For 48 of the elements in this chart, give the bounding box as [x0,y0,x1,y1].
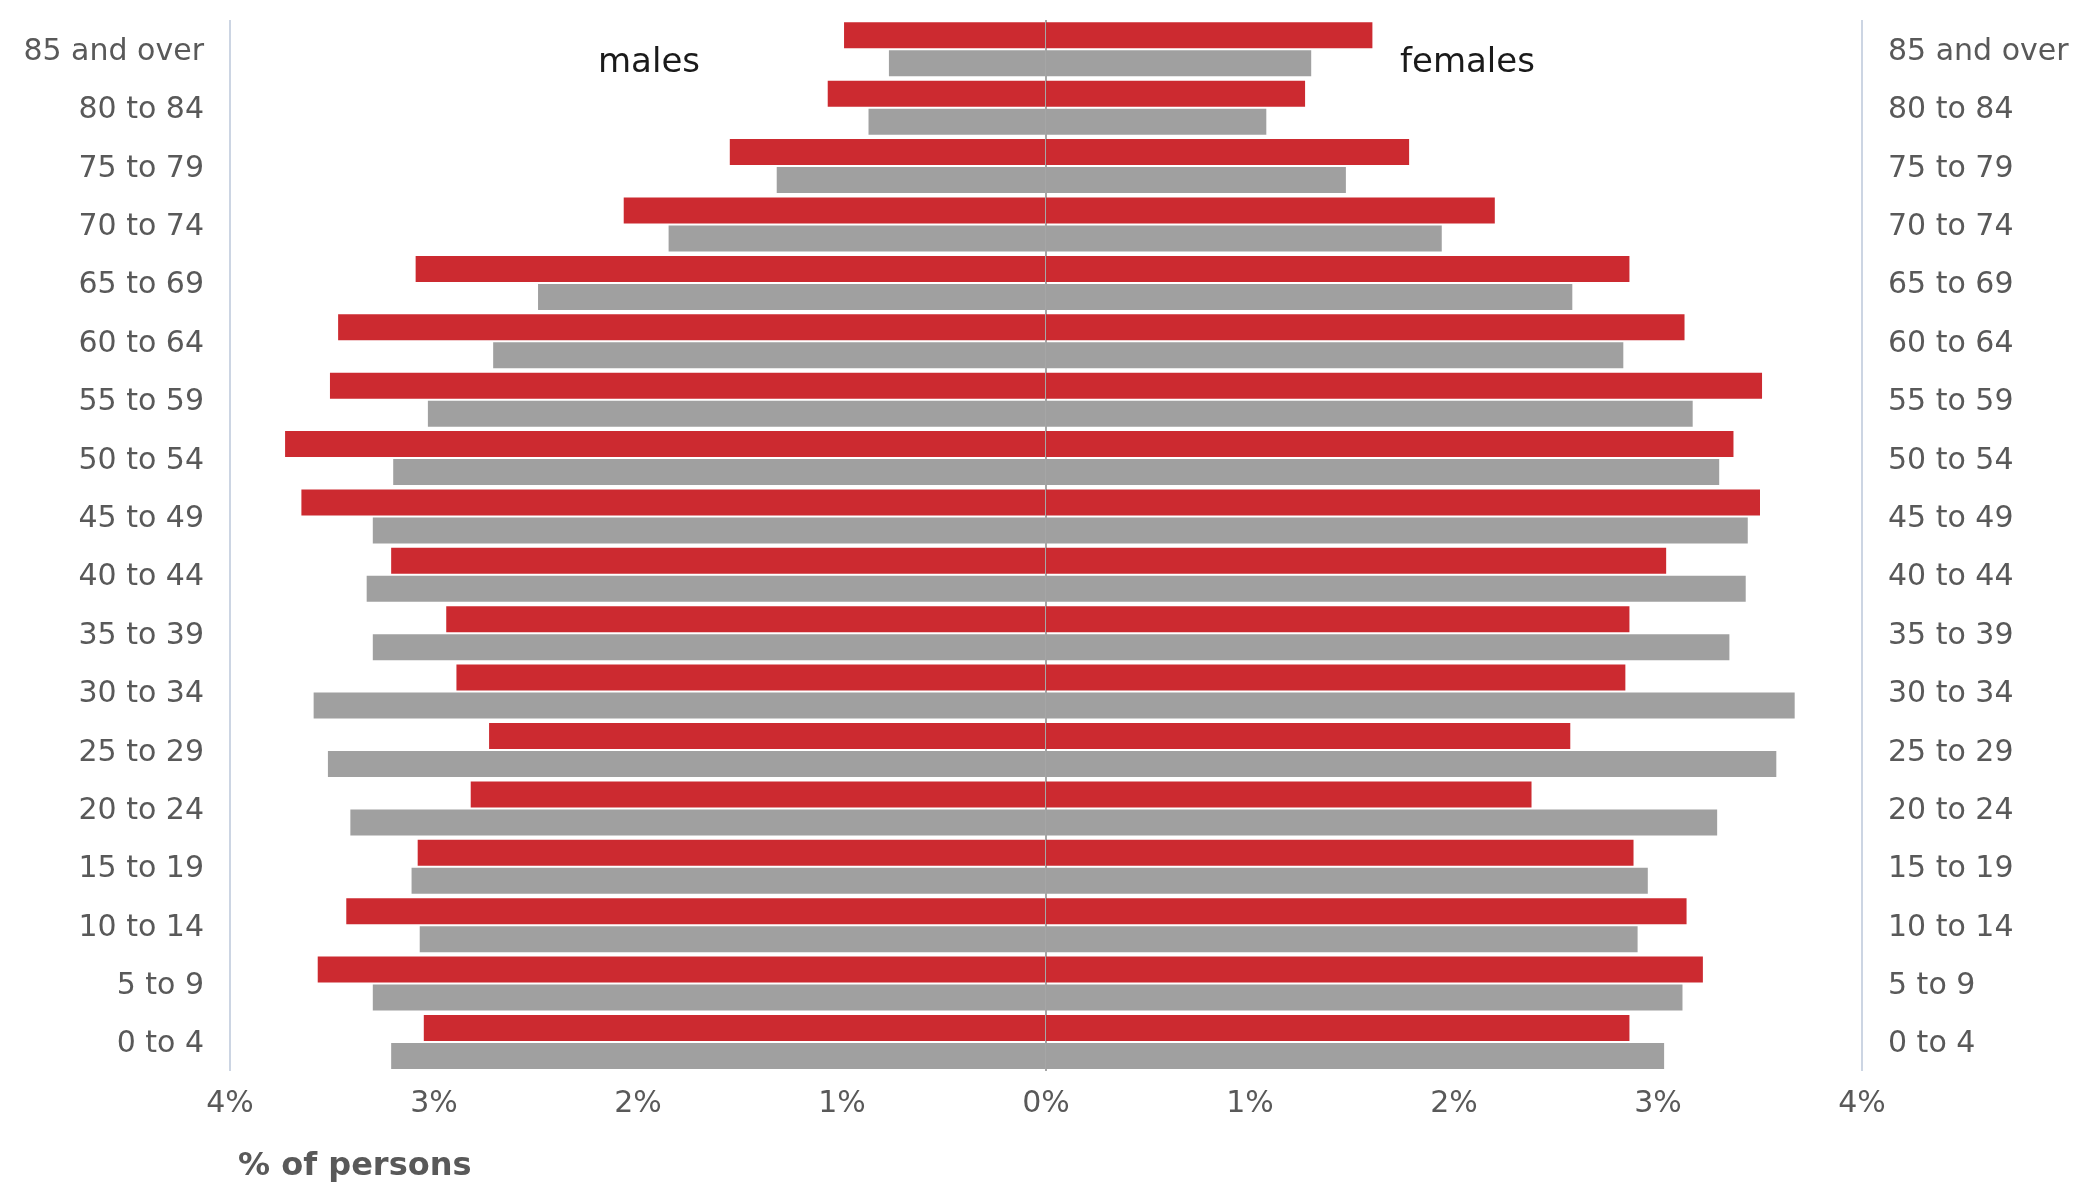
y-tick-label: 5 to 9 [1888,966,1976,1002]
y-tick-label: 55 to 59 [78,382,204,418]
y-tick-label: 65 to 69 [78,265,204,301]
x-axis-title: % of persons [238,1145,472,1183]
y-tick-label: 60 to 64 [78,323,204,359]
y-tick-label: 80 to 84 [78,90,204,126]
y-tick-label: 15 to 19 [1888,849,2014,885]
y-tick-label: 40 to 44 [78,557,204,593]
x-tick-label: 1% [1226,1084,1274,1120]
y-tick-label: 10 to 14 [78,907,204,943]
x-tick-label: 0% [1022,1084,1070,1120]
x-tick-label: 2% [614,1084,662,1120]
y-tick-label: 50 to 54 [1888,440,2014,476]
y-tick-label: 25 to 29 [1888,732,2014,768]
y-tick-label: 70 to 74 [78,207,204,243]
annotation: males [598,40,701,80]
y-tick-label: 15 to 19 [78,849,204,885]
y-tick-label: 10 to 14 [1888,907,2014,943]
y-tick-label: 50 to 54 [78,440,204,476]
y-tick-label: 45 to 49 [1888,498,2014,534]
annotation: females [1400,40,1535,80]
y-tick-label: 65 to 69 [1888,265,2014,301]
y-tick-label: 80 to 84 [1888,90,2014,126]
y-tick-label: 60 to 64 [1888,323,2014,359]
y-tick-label: 0 to 4 [1888,1024,1976,1060]
x-tick-label: 4% [1838,1084,1886,1120]
x-tick-label: 2% [1430,1084,1478,1120]
y-tick-label: 20 to 24 [78,790,204,826]
x-tick-label: 3% [410,1084,458,1120]
y-tick-label: 55 to 59 [1888,382,2014,418]
y-tick-label: 40 to 44 [1888,557,2014,593]
y-tick-label: 85 and over [23,31,205,67]
x-tick-label: 4% [206,1084,254,1120]
y-tick-label: 20 to 24 [1888,790,2014,826]
y-tick-label: 45 to 49 [78,498,204,534]
y-tick-label: 5 to 9 [116,966,204,1002]
x-tick-label: 1% [818,1084,866,1120]
x-tick-label: 3% [1634,1084,1682,1120]
y-tick-label: 70 to 74 [1888,207,2014,243]
y-tick-label: 35 to 39 [1888,615,2014,651]
y-tick-label: 30 to 34 [78,674,204,710]
y-tick-label: 35 to 39 [78,615,204,651]
y-tick-label: 75 to 79 [78,148,204,184]
y-tick-label: 75 to 79 [1888,148,2014,184]
y-tick-label: 30 to 34 [1888,674,2014,710]
y-tick-label: 25 to 29 [78,732,204,768]
y-tick-label: 85 and over [1888,31,2070,67]
y-tick-label: 0 to 4 [116,1024,204,1060]
